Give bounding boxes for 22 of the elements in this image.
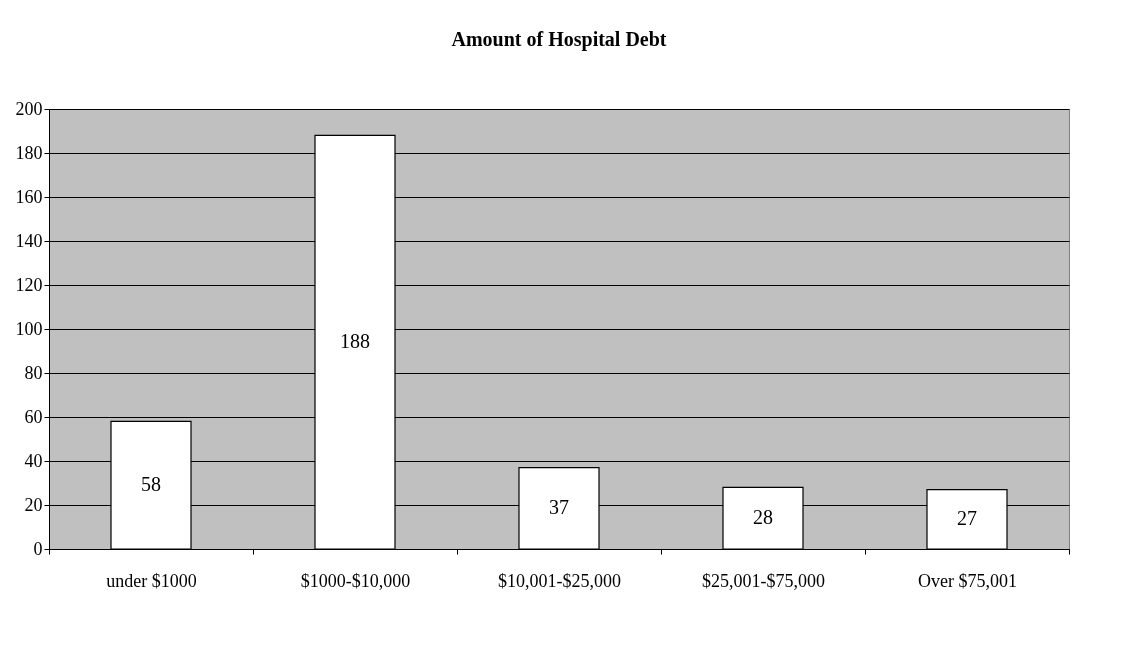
y-tick-label: 0 [33,538,43,559]
x-tick-label: $25,001-$75,000 [702,570,825,591]
y-tick-label: 160 [15,186,43,207]
chart-title: Amount of Hospital Debt [451,28,667,51]
data-label: 28 [753,506,773,529]
y-tick-label: 180 [15,142,43,163]
x-tick-label: $1000-$10,000 [300,570,411,591]
data-label: 188 [340,330,370,353]
y-tick-label: 60 [24,406,43,427]
y-tick-label: 20 [24,494,43,515]
y-tick-label: 200 [15,98,43,119]
y-tick-label: 120 [15,274,43,295]
x-tick-label: $10,001-$25,000 [498,570,621,591]
y-tick-label: 40 [24,450,43,471]
y-tick-label: 100 [15,318,43,339]
data-label: 27 [957,507,977,530]
y-tick-label: 80 [24,362,43,383]
y-tick-label: 140 [15,230,43,251]
data-label: 58 [141,473,161,496]
data-label: 37 [549,496,569,519]
x-tick-label: under $1000 [106,570,197,591]
x-tick-label: Over $75,001 [918,570,1017,591]
